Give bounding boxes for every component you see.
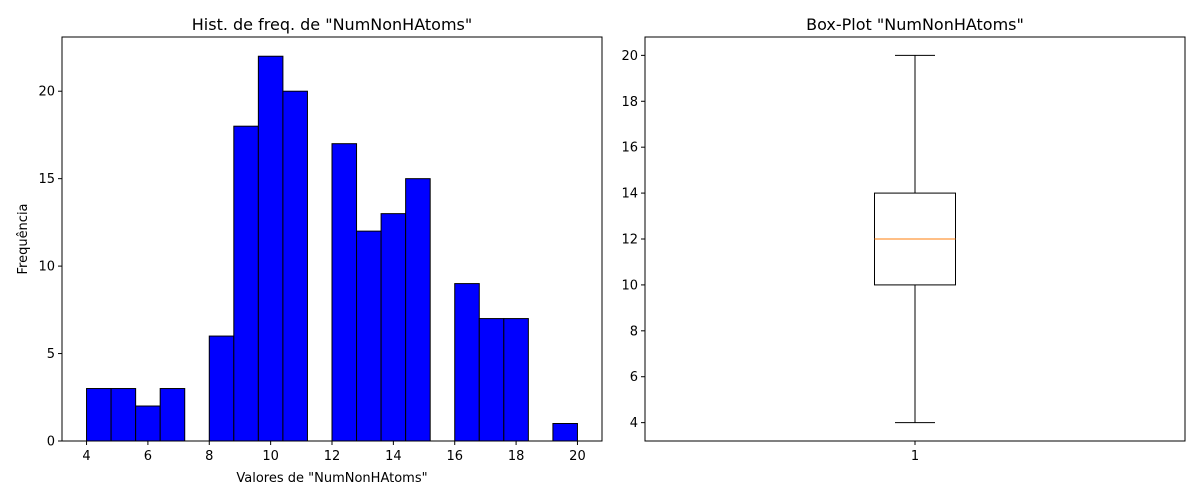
boxplot-y-tick-label: 8 <box>630 324 638 339</box>
histogram-bar <box>208 335 235 442</box>
histogram-x-tick-label: 20 <box>569 449 586 464</box>
histogram-bar <box>405 178 431 442</box>
histogram-x-axis-label: Valores de "NumNonHAtoms" <box>236 471 427 486</box>
histogram-bar <box>282 90 308 442</box>
boxplot-y-tick-label: 16 <box>621 141 638 156</box>
histogram-x-tick-label: 12 <box>324 449 341 464</box>
histogram-x-tick-label: 4 <box>82 449 90 464</box>
histogram-x-tick-label: 8 <box>205 449 213 464</box>
histogram-bar <box>86 388 112 442</box>
histogram-title: Hist. de freq. de "NumNonHAtoms" <box>192 15 472 34</box>
boxplot-axes-frame <box>644 36 1186 442</box>
histogram-bar <box>380 213 407 442</box>
histogram-bar <box>331 143 358 442</box>
boxplot-y-tick-label: 6 <box>630 370 638 385</box>
histogram-axes-frame <box>61 36 603 442</box>
boxplot-y-tick-label: 4 <box>630 416 638 431</box>
histogram-bar <box>478 318 505 442</box>
histogram-bar <box>233 125 259 442</box>
boxplot-marks <box>874 54 956 424</box>
histogram-y-tick-label: 5 <box>47 347 55 362</box>
histogram-x-tick-label: 16 <box>446 449 463 464</box>
histogram-bar <box>159 388 186 442</box>
histogram-bar <box>503 318 529 442</box>
boxplot-y-tick-label: 20 <box>621 49 638 64</box>
boxplot-title: Box-Plot "NumNonHAtoms" <box>806 15 1024 34</box>
boxplot-x-tick-label: 1 <box>911 449 919 464</box>
boxplot-y-tick-label: 18 <box>621 95 638 110</box>
histogram-bar <box>356 230 382 442</box>
histogram-x-tick-label: 6 <box>144 449 152 464</box>
histogram-y-axis-label: Frequência <box>16 203 31 274</box>
histogram-x-ticks: 4 6 8 10 12 14 16 18 20 <box>82 441 586 464</box>
histogram-bar <box>552 423 578 442</box>
boxplot-y-tick-label: 14 <box>621 187 638 202</box>
histogram-bar <box>135 405 161 442</box>
histogram-bar <box>454 283 480 442</box>
histogram-y-tick-label: 20 <box>38 85 55 100</box>
histogram-x-tick-label: 10 <box>262 449 279 464</box>
boxplot-y-tick-label: 12 <box>621 233 638 248</box>
histogram-bar <box>110 388 137 442</box>
histogram-bars <box>86 55 578 442</box>
histogram-x-tick-label: 14 <box>385 449 402 464</box>
boxplot-y-ticks: 4 6 8 10 12 14 16 18 20 <box>621 49 645 431</box>
histogram-panel: Hist. de freq. de "NumNonHAtoms" 4 6 8 10 12… <box>16 15 603 486</box>
histogram-bar <box>257 55 284 442</box>
histogram-x-tick-label: 18 <box>508 449 525 464</box>
histogram-y-tick-label: 0 <box>47 435 55 450</box>
boxplot-y-tick-label: 10 <box>621 278 638 293</box>
boxplot-x-ticks: 1 <box>911 441 919 464</box>
histogram-y-tick-label: 10 <box>38 260 55 275</box>
boxplot-panel: Box-Plot "NumNonHAtoms" 1 4 6 8 10 12 14 16 18 2… <box>621 15 1186 464</box>
histogram-y-tick-label: 15 <box>38 172 55 187</box>
histogram-y-ticks: 0 5 10 15 20 <box>38 85 62 450</box>
